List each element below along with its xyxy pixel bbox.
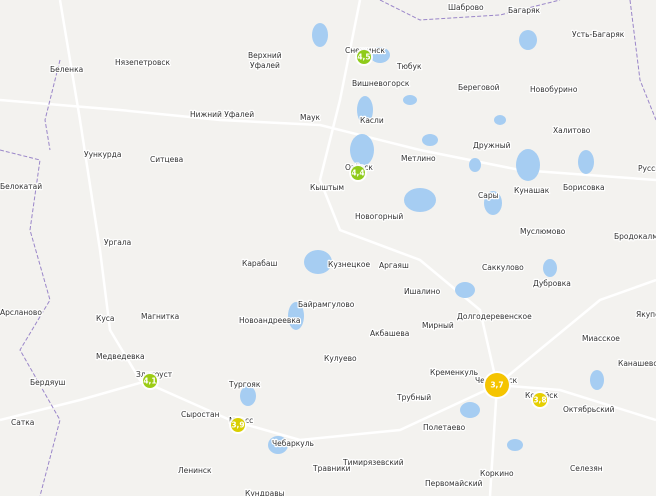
place-label: Кунашак bbox=[514, 186, 550, 195]
place-label: Карабаш bbox=[242, 259, 277, 268]
place-label: Первомайский bbox=[425, 479, 483, 488]
rating-label: 3,9 bbox=[231, 421, 244, 430]
place-label: Трубный bbox=[396, 393, 431, 402]
place-label: Дубровка bbox=[533, 279, 571, 288]
place-label: Багаряк bbox=[508, 6, 541, 15]
rating-label: 3,7 bbox=[490, 381, 503, 390]
place-label: Коркино bbox=[480, 469, 514, 478]
rating-dot bbox=[357, 50, 371, 64]
place-label: Касли bbox=[360, 116, 384, 125]
markers: 4,5 4,4 4,1 3,9 3,7 3,8 bbox=[141, 48, 549, 434]
place-label: Ситцева bbox=[150, 155, 183, 164]
rating-dot bbox=[351, 166, 365, 180]
rating-label: 4,1 bbox=[143, 377, 156, 386]
place-label: Магнитка bbox=[141, 312, 179, 321]
place-label: Саккулово bbox=[482, 263, 524, 272]
rating-marker[interactable]: 3,9 bbox=[229, 416, 247, 434]
place-label: Бродокалмак bbox=[614, 232, 656, 241]
place-label: Канашево bbox=[618, 359, 656, 368]
place-label: Сатка bbox=[11, 418, 34, 427]
place-label: Кременкуль bbox=[430, 368, 478, 377]
place-label: Белокатай bbox=[0, 182, 42, 191]
place-label: Ургала bbox=[104, 238, 131, 247]
place-label: Верхний bbox=[248, 51, 282, 60]
place-label: Халитово bbox=[553, 126, 591, 135]
place-label: Травники bbox=[312, 464, 351, 473]
rating-marker[interactable]: 3,8 bbox=[531, 391, 549, 409]
rating-dot bbox=[533, 393, 547, 407]
place-label: Кундравы bbox=[245, 489, 285, 496]
place-label: Русско bbox=[638, 164, 656, 173]
place-label: Маук bbox=[300, 113, 321, 122]
place-label: Дружный bbox=[473, 141, 511, 150]
place-label: Мирный bbox=[422, 321, 454, 330]
place-label: Куса bbox=[96, 314, 114, 323]
place-label: Октябрьский bbox=[563, 405, 615, 414]
place-label: Долгодеревенское bbox=[457, 312, 532, 321]
rating-dot bbox=[231, 418, 245, 432]
place-label: Полетаево bbox=[423, 423, 466, 432]
rating-dot bbox=[485, 373, 509, 397]
rating-label: 4,4 bbox=[351, 169, 364, 178]
place-label: Аргаяш bbox=[379, 261, 409, 270]
rating-marker[interactable]: 4,5 bbox=[355, 48, 373, 66]
place-label: Нязепетровск bbox=[115, 58, 171, 67]
place-label: Ишалино bbox=[404, 287, 441, 296]
place-label: Арсланово bbox=[0, 308, 42, 317]
place-label: Беленка bbox=[50, 65, 83, 74]
place-label: Тимирязевский bbox=[342, 458, 404, 467]
place-label: Новогорный bbox=[355, 212, 403, 221]
rating-marker[interactable]: 3,7 bbox=[483, 371, 511, 399]
rating-label: 4,5 bbox=[357, 53, 370, 62]
place-label: Уункурда bbox=[84, 150, 121, 159]
place-label: Селезян bbox=[570, 464, 603, 473]
place-label: Миасское bbox=[582, 334, 620, 343]
place-label: Якупово bbox=[636, 310, 656, 319]
rating-label: 3,8 bbox=[533, 396, 546, 405]
rating-dot bbox=[143, 374, 157, 388]
place-label: Кыштым bbox=[310, 183, 344, 192]
place-label: Береговой bbox=[458, 83, 500, 92]
place-label: Медведевка bbox=[96, 352, 145, 361]
place-label: Новобурино bbox=[530, 85, 578, 94]
place-label: Вишневогорск bbox=[352, 79, 410, 88]
place-label: Нижний Уфалей bbox=[190, 110, 254, 119]
place-label: Тюбук bbox=[396, 62, 422, 71]
place-label: Сыростан bbox=[181, 410, 220, 419]
place-label: Усть-Багаряк bbox=[572, 30, 625, 39]
place-label: Новоандреевка bbox=[239, 316, 300, 325]
rating-marker[interactable]: 4,1 bbox=[141, 372, 159, 390]
lakes bbox=[240, 23, 604, 454]
place-label: Чебаркуль bbox=[272, 439, 314, 448]
place-label: Ленинск bbox=[178, 466, 212, 475]
place-label: Кулуево bbox=[324, 354, 357, 363]
place-label: Байрамгулово bbox=[298, 300, 355, 309]
place-label: Тургояк bbox=[228, 380, 261, 389]
rating-marker[interactable]: 4,4 bbox=[349, 164, 367, 182]
place-label: Бердяуш bbox=[30, 378, 66, 387]
place-label: Сары bbox=[478, 191, 499, 200]
place-label: Акбашева bbox=[370, 329, 409, 338]
place-label: Шаброво bbox=[448, 3, 484, 12]
place-label: Уфалей bbox=[250, 61, 280, 70]
place-label: Метлино bbox=[401, 154, 436, 163]
place-label: Борисовка bbox=[563, 183, 605, 192]
place-label: Кузнецкое bbox=[328, 260, 370, 269]
place-label: Муслюмово bbox=[520, 227, 566, 236]
